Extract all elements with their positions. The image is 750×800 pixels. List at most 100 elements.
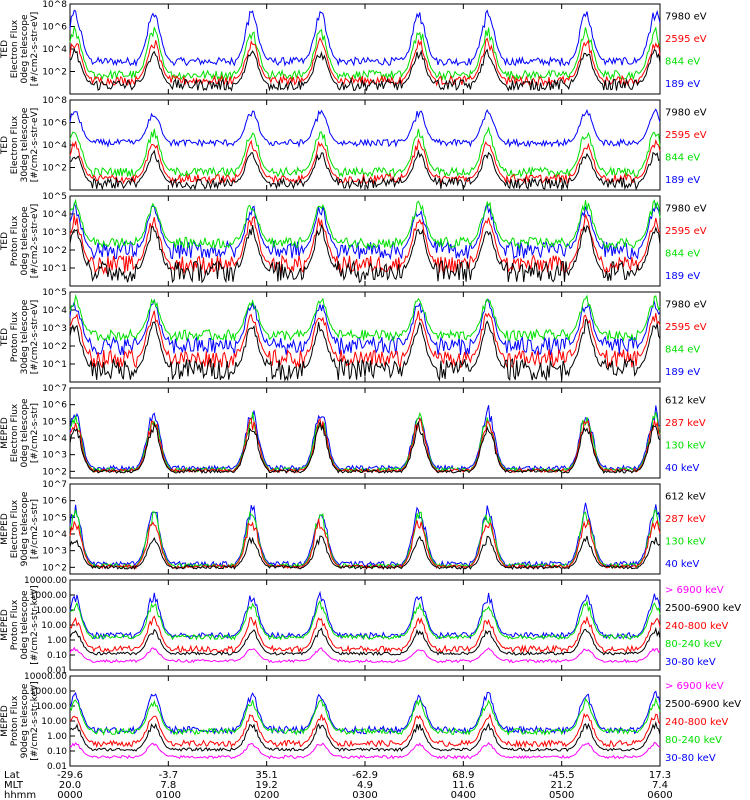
legend-entry: 2595 eV [665, 34, 707, 45]
legend-entry: 2500-6900 keV [665, 699, 741, 710]
series-line [69, 626, 661, 656]
y-tick-label: 10^2 [42, 563, 67, 573]
y-tick-label: 10^6 [42, 401, 67, 411]
y-tick-label: 10^3 [42, 324, 67, 334]
y-axis-label: MEPED [0, 705, 10, 737]
y-axis-label: [#/cm2-s-str-eV] [30, 204, 40, 279]
bottom-mlt-value: 20.0 [59, 780, 81, 791]
series-line [69, 149, 661, 191]
legend-entry: 189 eV [665, 367, 700, 378]
series-line [69, 405, 661, 472]
legend-entry: 189 eV [665, 175, 700, 186]
y-axis-label: TED [0, 232, 10, 251]
y-axis-label: MEPED [0, 417, 10, 449]
y-axis-label: [#/cm2-s-str-eV] [30, 300, 40, 375]
bottom-hhmm-value: 0200 [254, 790, 279, 800]
series-line [69, 615, 661, 654]
y-tick-label: 10^4 [42, 306, 67, 316]
y-tick-label: 100.00 [36, 606, 68, 616]
panel-frame [69, 579, 661, 671]
y-axis-label: MEPED [0, 513, 10, 545]
bottom-lat-value: 35.1 [256, 770, 278, 781]
legend-entry: 80-240 keV [665, 639, 722, 650]
y-tick-label: 1000.00 [30, 591, 67, 601]
legend-entry: 240-800 keV [665, 621, 729, 632]
legend-entry: 2595 eV [665, 226, 707, 237]
legend-entry: 287 keV [665, 418, 706, 429]
bottom-mlt-value: 19.2 [256, 780, 278, 791]
series-line [69, 126, 661, 178]
bottom-row-label: Lat [4, 770, 20, 781]
series-line [69, 47, 661, 92]
legend-entry: 2595 eV [665, 322, 707, 333]
series-line [69, 25, 661, 82]
y-tick-label: 10^2 [42, 342, 67, 352]
y-tick-label: 10^3 [42, 451, 67, 461]
y-axis-label: Electron Flux [10, 403, 20, 462]
y-axis-label: Proton Flux [10, 311, 20, 362]
series-line [69, 518, 661, 570]
series-line [69, 214, 661, 275]
y-tick-label: 10^1 [42, 264, 67, 274]
y-tick-label: 0.10 [47, 651, 67, 661]
legend-entry: 130 keV [665, 536, 706, 547]
series-line [69, 202, 661, 261]
series-line [69, 223, 661, 284]
series-line [69, 720, 661, 752]
bottom-lat-value: -3.7 [159, 770, 179, 781]
bottom-lat-value: 17.3 [649, 770, 671, 781]
series-line [69, 9, 661, 68]
series-line [69, 319, 661, 382]
y-tick-label: 10^2 [42, 164, 67, 174]
y-tick-label: 10^6 [42, 119, 67, 129]
y-axis-label: 0deg telescope [20, 590, 30, 660]
legend-entry: 7980 eV [665, 299, 707, 310]
legend-entry: 844 eV [665, 344, 700, 355]
y-axis-label: [#/cm2-s-str-eV] [30, 108, 40, 183]
y-axis-label: [#/cm2-s-str] [30, 499, 40, 559]
legend-entry: 130 keV [665, 440, 706, 451]
y-tick-label: 0.10 [47, 747, 67, 757]
series-line [69, 599, 661, 641]
y-axis-label: 90deg telescope [20, 683, 30, 758]
bottom-hhmm-value: 0300 [352, 790, 377, 800]
legend-entry: 189 eV [665, 271, 700, 282]
legend-entry: 612 keV [665, 491, 706, 502]
y-axis-label: [#/cm2-s-str-keV] [30, 585, 40, 664]
y-tick-label: 10^4 [42, 530, 67, 540]
y-axis-label: [#/cm2-s-str-eV] [30, 12, 40, 87]
series-line [69, 741, 661, 760]
series-line [69, 36, 661, 87]
series-line [69, 108, 661, 148]
legend-entry: 30-80 keV [665, 657, 716, 668]
y-axis-label: Proton Flux [10, 215, 20, 266]
bottom-row-label: hhmm [4, 790, 36, 800]
series-line [69, 420, 661, 475]
bottom-mlt-value: 4.9 [357, 780, 373, 791]
legend-entry: 844 eV [665, 248, 700, 259]
y-tick-label: 10^4 [42, 45, 67, 55]
y-tick-label: 10^8 [42, 0, 67, 10]
y-tick-label: 10.00 [41, 621, 67, 631]
y-axis-label: Proton Flux [10, 695, 20, 746]
y-tick-label: 1000.00 [30, 687, 67, 697]
legend-entry: 7980 eV [665, 107, 707, 118]
bottom-lat-value: -29.6 [57, 770, 83, 781]
y-tick-label: 10^2 [42, 68, 67, 78]
legend-entry: 40 keV [665, 559, 699, 570]
y-axis-label: TED [0, 40, 10, 59]
y-tick-label: 10^3 [42, 547, 67, 557]
series-line [69, 590, 661, 641]
series-line [69, 198, 661, 250]
y-tick-label: 10000.00 [24, 672, 67, 682]
series-line [69, 293, 661, 343]
y-tick-label: 10^5 [42, 288, 67, 298]
y-axis-label: [#/cm2-s-str-keV] [30, 681, 40, 760]
y-tick-label: 10^5 [42, 192, 67, 202]
legend-entry: 844 eV [665, 152, 700, 163]
y-axis-label: 30deg telescope [20, 299, 30, 374]
legend-entry: 844 eV [665, 56, 700, 67]
y-tick-label: 10^2 [42, 467, 67, 477]
y-axis-label: TED [0, 328, 10, 347]
